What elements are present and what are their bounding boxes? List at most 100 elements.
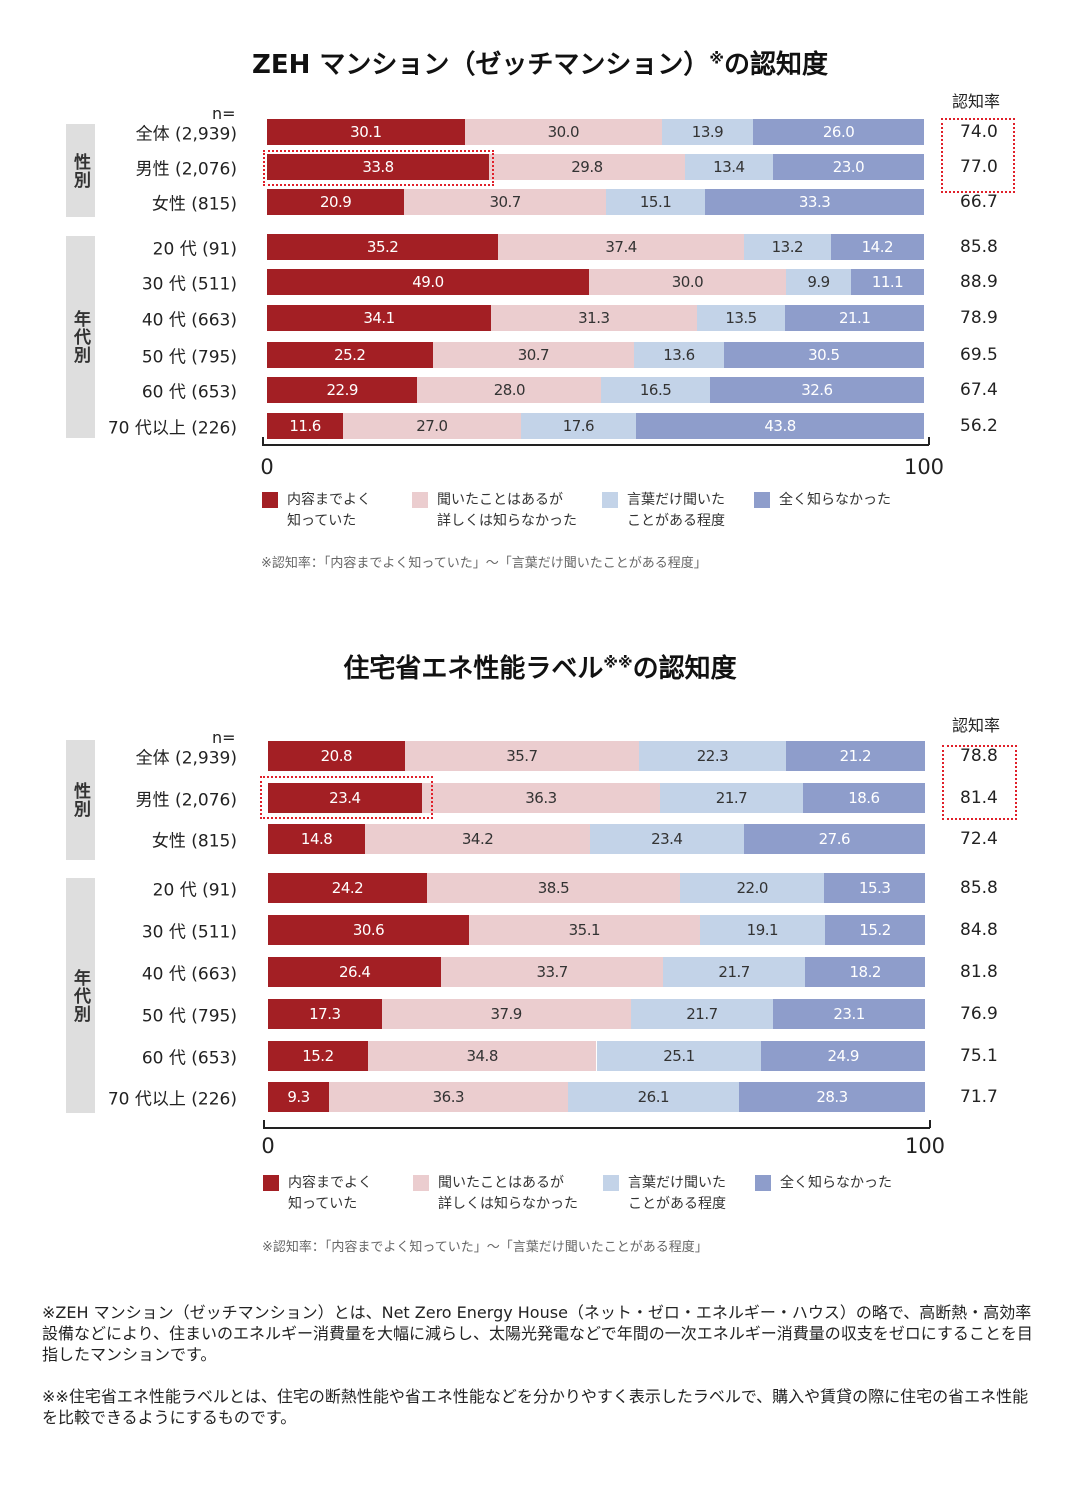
bar-segment: 11.6 bbox=[267, 413, 344, 439]
bar-segment: 36.3 bbox=[329, 1082, 568, 1112]
bar-segment: 35.7 bbox=[404, 741, 640, 771]
legend-item: 聞いたことはあるが 詳しくは知らなかった bbox=[412, 490, 602, 532]
recognition-rate: 71.7 bbox=[960, 1087, 998, 1107]
row-label: 40 代 (663) bbox=[141, 964, 237, 985]
bar-segment: 9.9 bbox=[786, 269, 852, 295]
bar-segment: 13.2 bbox=[743, 234, 831, 260]
bar-segment: 17.3 bbox=[268, 999, 382, 1029]
legend-swatch bbox=[413, 1175, 429, 1191]
bar-segment: 31.3 bbox=[491, 305, 697, 331]
bar-segment: 13.9 bbox=[661, 119, 754, 145]
chart-title-suffix: の認知度 bbox=[632, 654, 737, 684]
legend-label: 言葉だけ聞いた ことがある程度 bbox=[627, 492, 725, 529]
bar-segment: 21.2 bbox=[785, 741, 925, 771]
bar-segment: 21.7 bbox=[630, 999, 774, 1029]
chart-title-mark: ※※ bbox=[603, 653, 633, 672]
bar-segment: 17.6 bbox=[520, 413, 637, 439]
bar-segment: 34.8 bbox=[367, 1041, 597, 1071]
bar-segment: 30.7 bbox=[404, 189, 606, 215]
bar-segment: 13.4 bbox=[684, 154, 773, 180]
highlight-bar-box bbox=[260, 776, 433, 819]
recognition-rate: 85.8 bbox=[960, 237, 998, 257]
bar-segment: 18.2 bbox=[805, 957, 925, 987]
legend-swatch bbox=[263, 1175, 279, 1191]
bar-segment: 22.0 bbox=[679, 873, 825, 903]
row-label: 50 代 (795) bbox=[141, 1006, 237, 1027]
x-axis bbox=[262, 444, 929, 446]
bar-segment: 11.1 bbox=[851, 269, 924, 295]
bar-segment: 33.3 bbox=[705, 189, 924, 215]
recognition-rate: 81.8 bbox=[960, 962, 998, 982]
footnote-zeh: ※ZEH マンション（ゼッチマンション）とは、Net Zero Energy H… bbox=[42, 1303, 1033, 1364]
chart-title-mark: ※ bbox=[709, 49, 724, 68]
bar-segment: 30.0 bbox=[464, 119, 662, 145]
bar-segment: 35.1 bbox=[469, 915, 700, 945]
legend-swatch bbox=[412, 492, 428, 508]
recognition-rate: 74.0 bbox=[960, 122, 998, 142]
bar-segment: 16.5 bbox=[601, 377, 710, 403]
recognition-rate: 56.2 bbox=[960, 416, 998, 436]
n-label: n= bbox=[212, 104, 236, 123]
bar-segment: 30.0 bbox=[588, 269, 787, 295]
legend-item: 内容までよく 知っていた bbox=[263, 1173, 413, 1215]
legend-label: 全く知らなかった bbox=[779, 492, 891, 508]
bar-segment: 25.2 bbox=[267, 342, 433, 368]
bar-segment: 34.2 bbox=[365, 824, 590, 854]
chart-title: ZEH マンション（ゼッチマンション）※の認知度 bbox=[0, 44, 1080, 81]
highlight-bar-box bbox=[263, 150, 494, 186]
bar-segment: 37.4 bbox=[498, 234, 744, 260]
bar-segment: 23.4 bbox=[589, 824, 744, 854]
legend-swatch bbox=[755, 1175, 771, 1191]
row-label: 男性 (2,076) bbox=[135, 790, 237, 811]
legend-label: 内容までよく 知っていた bbox=[288, 1175, 372, 1212]
x-tick-label: 100 bbox=[904, 1134, 946, 1158]
bar-segment: 32.6 bbox=[709, 377, 924, 403]
recognition-rate: 88.9 bbox=[960, 272, 998, 292]
bar-segment: 24.2 bbox=[268, 873, 427, 903]
n-label: n= bbox=[212, 728, 236, 747]
x-tick-label: 100 bbox=[903, 455, 945, 479]
bar-segment: 21.7 bbox=[662, 957, 806, 987]
bar-segment: 22.9 bbox=[267, 377, 418, 403]
row-label: 50 代 (795) bbox=[141, 347, 237, 368]
chart-title-text: ZEH マンション（ゼッチマンション） bbox=[251, 50, 710, 80]
legend-label: 内容までよく 知っていた bbox=[287, 492, 371, 529]
recognition-rate: 72.4 bbox=[960, 829, 998, 849]
legend-item: 全く知らなかった bbox=[754, 490, 914, 532]
bar-segment: 35.2 bbox=[267, 234, 499, 260]
legend-swatch bbox=[603, 1175, 619, 1191]
x-tick bbox=[928, 437, 930, 445]
legend-item: 聞いたことはあるが 詳しくは知らなかった bbox=[413, 1173, 603, 1215]
bar-segment: 14.2 bbox=[830, 234, 924, 260]
legend-item: 言葉だけ聞いた ことがある程度 bbox=[603, 1173, 755, 1215]
legend-label: 全く知らなかった bbox=[780, 1175, 892, 1191]
recognition-note: ※認知率：「内容までよく知っていた」〜「言葉だけ聞いたことがある程度」 bbox=[262, 1240, 708, 1255]
recognition-rate: 66.7 bbox=[960, 192, 998, 212]
x-tick-label: 0 bbox=[260, 455, 274, 479]
chart-title-text: 住宅省エネ性能ラベル bbox=[343, 654, 604, 684]
bar-segment: 23.0 bbox=[772, 154, 924, 180]
chart-title: 住宅省エネ性能ラベル※※の認知度 bbox=[0, 648, 1080, 685]
highlight-rate-box bbox=[942, 745, 1017, 820]
bar-segment: 36.3 bbox=[421, 783, 661, 813]
bar-segment: 25.1 bbox=[596, 1041, 762, 1071]
legend-swatch bbox=[602, 492, 618, 508]
bar-segment: 23.1 bbox=[773, 999, 925, 1029]
bar-segment: 15.1 bbox=[606, 189, 706, 215]
bar-segment: 33.8 bbox=[267, 154, 490, 180]
recognition-rate: 69.5 bbox=[960, 345, 998, 365]
bar-segment: 28.3 bbox=[739, 1082, 925, 1112]
rate-header: 認知率 bbox=[952, 92, 1001, 111]
bar-segment: 15.2 bbox=[268, 1041, 368, 1071]
group-label-0: 性別 bbox=[66, 740, 95, 860]
bar-segment: 18.6 bbox=[802, 783, 925, 813]
recognition-rate: 76.9 bbox=[960, 1004, 998, 1024]
row-label: 60 代 (653) bbox=[141, 382, 237, 403]
legend-item: 全く知らなかった bbox=[755, 1173, 915, 1215]
bar-segment: 15.3 bbox=[824, 873, 925, 903]
legend-label: 聞いたことはあるが 詳しくは知らなかった bbox=[438, 1175, 578, 1212]
legend-swatch bbox=[754, 492, 770, 508]
bar-segment: 26.0 bbox=[753, 119, 924, 145]
recognition-rate: 85.8 bbox=[960, 878, 998, 898]
chart-title-suffix: の認知度 bbox=[724, 50, 829, 80]
